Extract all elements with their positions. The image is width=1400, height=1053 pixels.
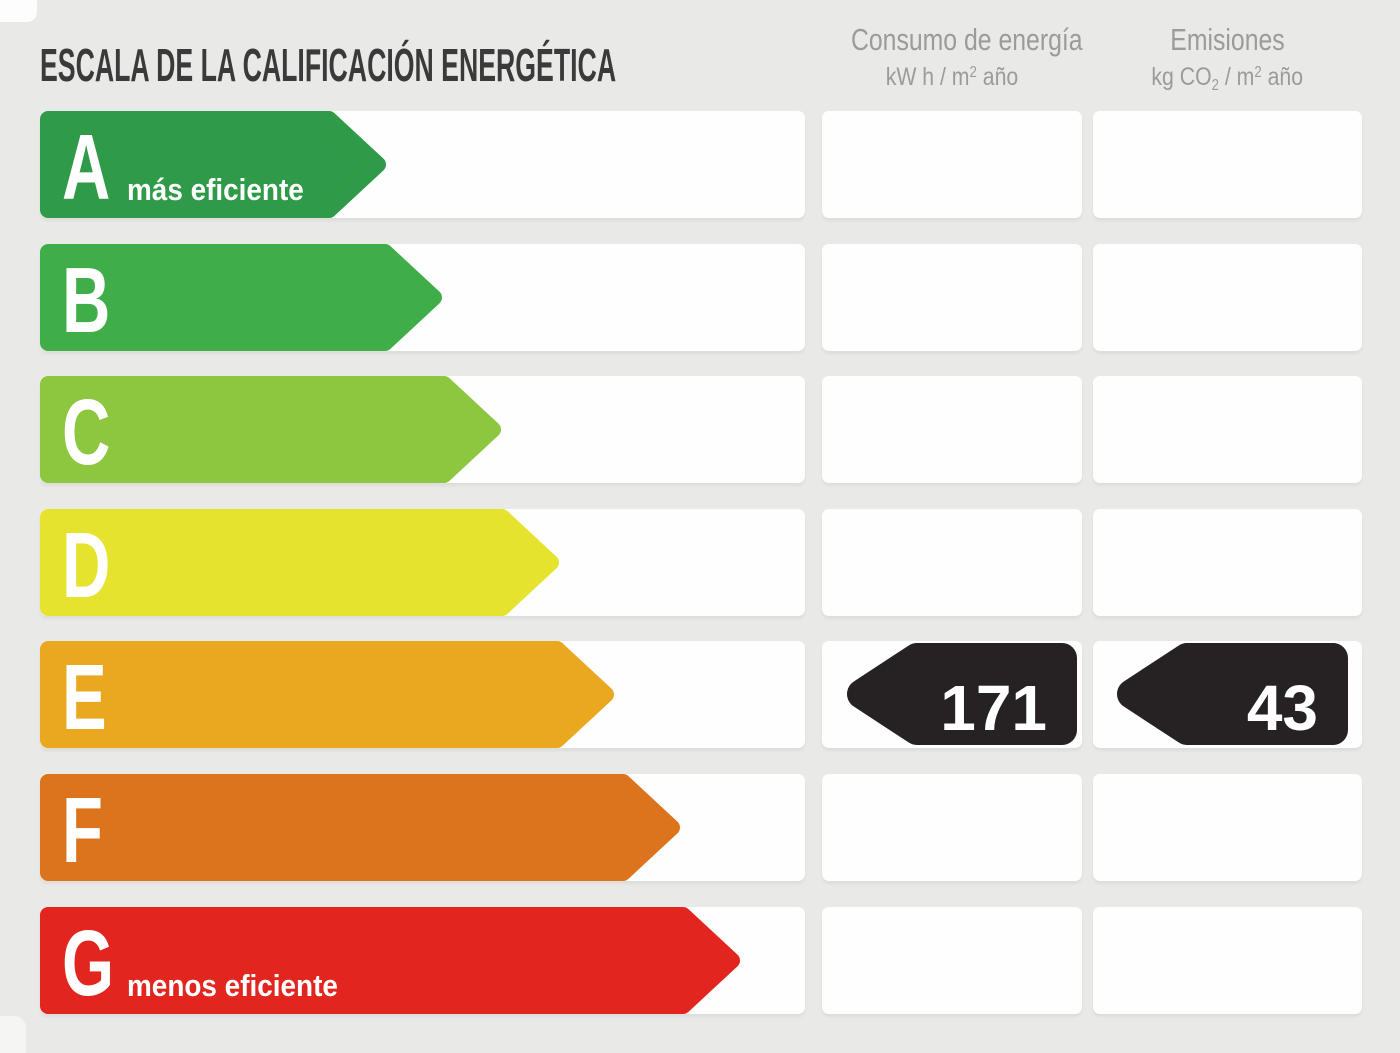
result-value: 171	[940, 672, 1047, 744]
rating-letter-d: D	[62, 513, 111, 617]
rating-letter-g: G	[62, 911, 115, 1015]
rating-bar-f	[40, 774, 680, 881]
emissions-cell	[1093, 376, 1362, 483]
consumption-cell	[822, 244, 1082, 351]
rating-row-e: E 171 43	[0, 641, 1400, 749]
emissions-cell	[1093, 907, 1362, 1014]
unit-segment: 2	[1211, 76, 1220, 94]
unit-segment: kW h / m	[885, 63, 970, 91]
rating-bar-a	[40, 111, 386, 218]
consumption-cell	[822, 907, 1082, 1014]
emissions-cell	[1093, 111, 1362, 218]
partial-cell-top-left	[0, 0, 37, 22]
consumption-cell	[822, 376, 1082, 483]
consumption-header-label: Consumo de energía	[850, 22, 1083, 57]
consumption-cell	[822, 774, 1082, 881]
emissions-cell	[1093, 244, 1362, 351]
rating-bar-b	[40, 244, 442, 351]
consumption-cell	[822, 509, 1082, 616]
rating-bar-e	[40, 641, 614, 748]
unit-segment: 2	[1254, 64, 1262, 82]
emissions-value-tag-number: 43	[1105, 643, 1348, 745]
column-header-consumption: Consumo de energía kW h / m2 año	[822, 0, 1083, 100]
column-header-emissions: Emisiones kg CO2 / m2 año	[1093, 0, 1362, 100]
rating-bar-d	[40, 509, 559, 616]
rating-bar-g	[40, 907, 740, 1014]
rating-row-f: F	[0, 774, 1400, 882]
rating-letter-a: A	[62, 115, 111, 219]
partial-cell-bottom-left	[0, 1016, 26, 1053]
rating-letter-f: F	[62, 778, 103, 882]
consumption-cell	[822, 111, 1082, 218]
rating-row-c: C	[0, 376, 1400, 484]
emissions-cell	[1093, 774, 1362, 881]
unit-segment: kg CO	[1151, 63, 1212, 91]
unit-segment: año	[976, 63, 1019, 91]
rating-letter-b: B	[62, 248, 111, 352]
rating-annotation: menos eficiente	[127, 968, 338, 1003]
result-value: 43	[1246, 672, 1318, 744]
emissions-cell	[1093, 509, 1362, 616]
emissions-header-label: Emisiones	[1170, 22, 1285, 57]
unit-segment: 2	[969, 64, 977, 82]
page-title: ESCALA DE LA CALIFICACIÓN ENERGÉTICA	[40, 39, 617, 91]
rating-row-d: D	[0, 509, 1400, 617]
rating-bar-c	[40, 376, 501, 483]
rating-letter-c: C	[62, 380, 111, 484]
consumption-value-tag-number: 171	[835, 643, 1077, 745]
consumption-value-tag	[847, 643, 1077, 745]
unit-segment: / m	[1219, 63, 1255, 91]
rating-annotation: más eficiente	[127, 172, 304, 207]
emissions-value-tag	[1117, 643, 1348, 745]
consumption-header-unit: kW h / m2 año	[822, 63, 1082, 93]
rating-row-b: B	[0, 244, 1400, 352]
emissions-header-unit: kg CO2 / m2 año	[1093, 63, 1362, 94]
unit-segment: año	[1261, 63, 1304, 91]
rating-letter-e: E	[62, 645, 107, 749]
